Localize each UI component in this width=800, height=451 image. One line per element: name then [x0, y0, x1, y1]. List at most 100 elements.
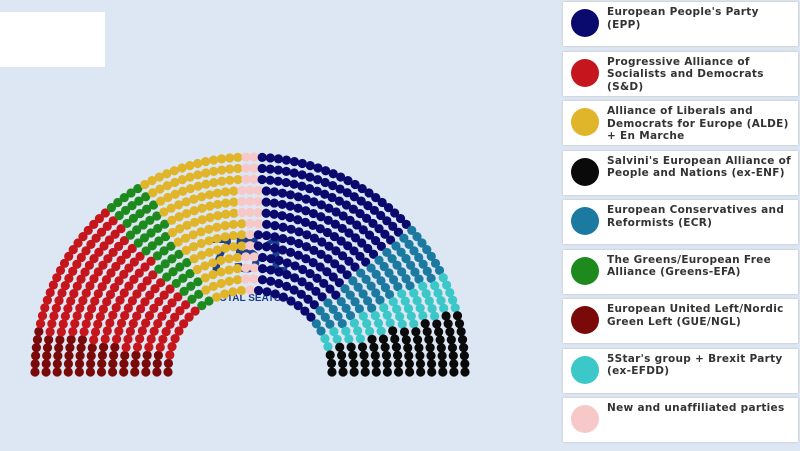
seat — [335, 184, 345, 194]
seat — [397, 289, 407, 299]
seat — [436, 295, 446, 306]
seat — [221, 198, 231, 208]
seat — [101, 275, 112, 285]
seat — [78, 295, 88, 306]
seat — [344, 228, 354, 238]
seat — [130, 358, 140, 369]
seat — [269, 198, 279, 208]
seat — [204, 247, 214, 257]
seat — [154, 296, 164, 307]
seat — [328, 272, 338, 282]
seat — [185, 184, 196, 194]
seat — [273, 176, 283, 186]
seat — [416, 367, 426, 377]
seat — [286, 247, 296, 257]
seat — [37, 311, 48, 321]
seat — [397, 319, 407, 329]
seat — [100, 208, 110, 218]
seat — [350, 233, 361, 243]
seat — [89, 335, 99, 345]
seat — [64, 351, 74, 361]
seat — [346, 342, 356, 352]
seat — [141, 318, 151, 328]
seat — [311, 286, 321, 296]
seat — [73, 238, 83, 248]
seat — [277, 188, 288, 198]
seat — [274, 255, 284, 266]
seat — [301, 206, 311, 216]
seat — [371, 269, 381, 279]
seat — [98, 342, 109, 352]
seat — [430, 281, 440, 291]
seat — [350, 262, 360, 272]
total-label: TOTAL SEATS — [213, 293, 281, 304]
seat — [128, 319, 138, 329]
seat — [175, 306, 185, 316]
seat — [108, 310, 118, 320]
seat — [404, 239, 414, 250]
seat — [114, 241, 124, 251]
seat — [349, 246, 359, 256]
seat — [445, 327, 455, 337]
seat — [245, 218, 255, 229]
seat — [449, 359, 459, 369]
seat — [105, 318, 115, 328]
seat — [305, 172, 315, 182]
seat — [90, 327, 101, 337]
seat — [415, 351, 425, 361]
seat — [114, 326, 124, 336]
seat — [149, 326, 159, 336]
seat — [352, 220, 362, 230]
seat — [200, 261, 210, 271]
seat — [174, 326, 184, 336]
seat — [373, 318, 384, 328]
seat — [181, 208, 192, 219]
seat — [261, 208, 271, 218]
seat — [369, 342, 379, 352]
seat — [305, 269, 315, 279]
seat — [297, 277, 307, 287]
seat — [364, 230, 375, 240]
seat — [405, 281, 415, 291]
seat — [376, 241, 386, 251]
seat — [404, 351, 414, 361]
seat — [170, 177, 180, 188]
seat — [281, 281, 292, 292]
seat — [300, 217, 311, 227]
seat — [177, 175, 187, 185]
seat — [277, 211, 287, 221]
seat — [445, 287, 455, 298]
seat — [159, 290, 169, 300]
seat — [189, 206, 199, 216]
seat — [189, 242, 199, 252]
seat — [174, 212, 184, 222]
seat — [439, 303, 449, 313]
seat — [371, 288, 381, 298]
seat — [425, 343, 435, 353]
seat — [446, 335, 456, 345]
seat — [229, 197, 239, 207]
seat — [169, 166, 179, 176]
seat — [237, 230, 247, 240]
seat — [170, 189, 180, 199]
seat — [111, 334, 122, 344]
seat — [358, 225, 368, 235]
seat — [253, 208, 263, 218]
seat — [181, 300, 191, 310]
seat — [66, 296, 76, 306]
seat — [406, 260, 416, 270]
seat — [331, 290, 341, 300]
seat — [89, 274, 99, 284]
legend-swatch — [571, 405, 599, 433]
seat — [308, 208, 319, 219]
seat — [380, 229, 390, 239]
seat — [228, 287, 238, 297]
seat — [457, 334, 468, 345]
seat — [98, 304, 108, 314]
seat — [148, 270, 158, 280]
seat — [56, 327, 66, 337]
seat — [432, 319, 442, 329]
seat — [410, 267, 420, 277]
seat — [330, 259, 340, 269]
seat — [225, 175, 235, 185]
